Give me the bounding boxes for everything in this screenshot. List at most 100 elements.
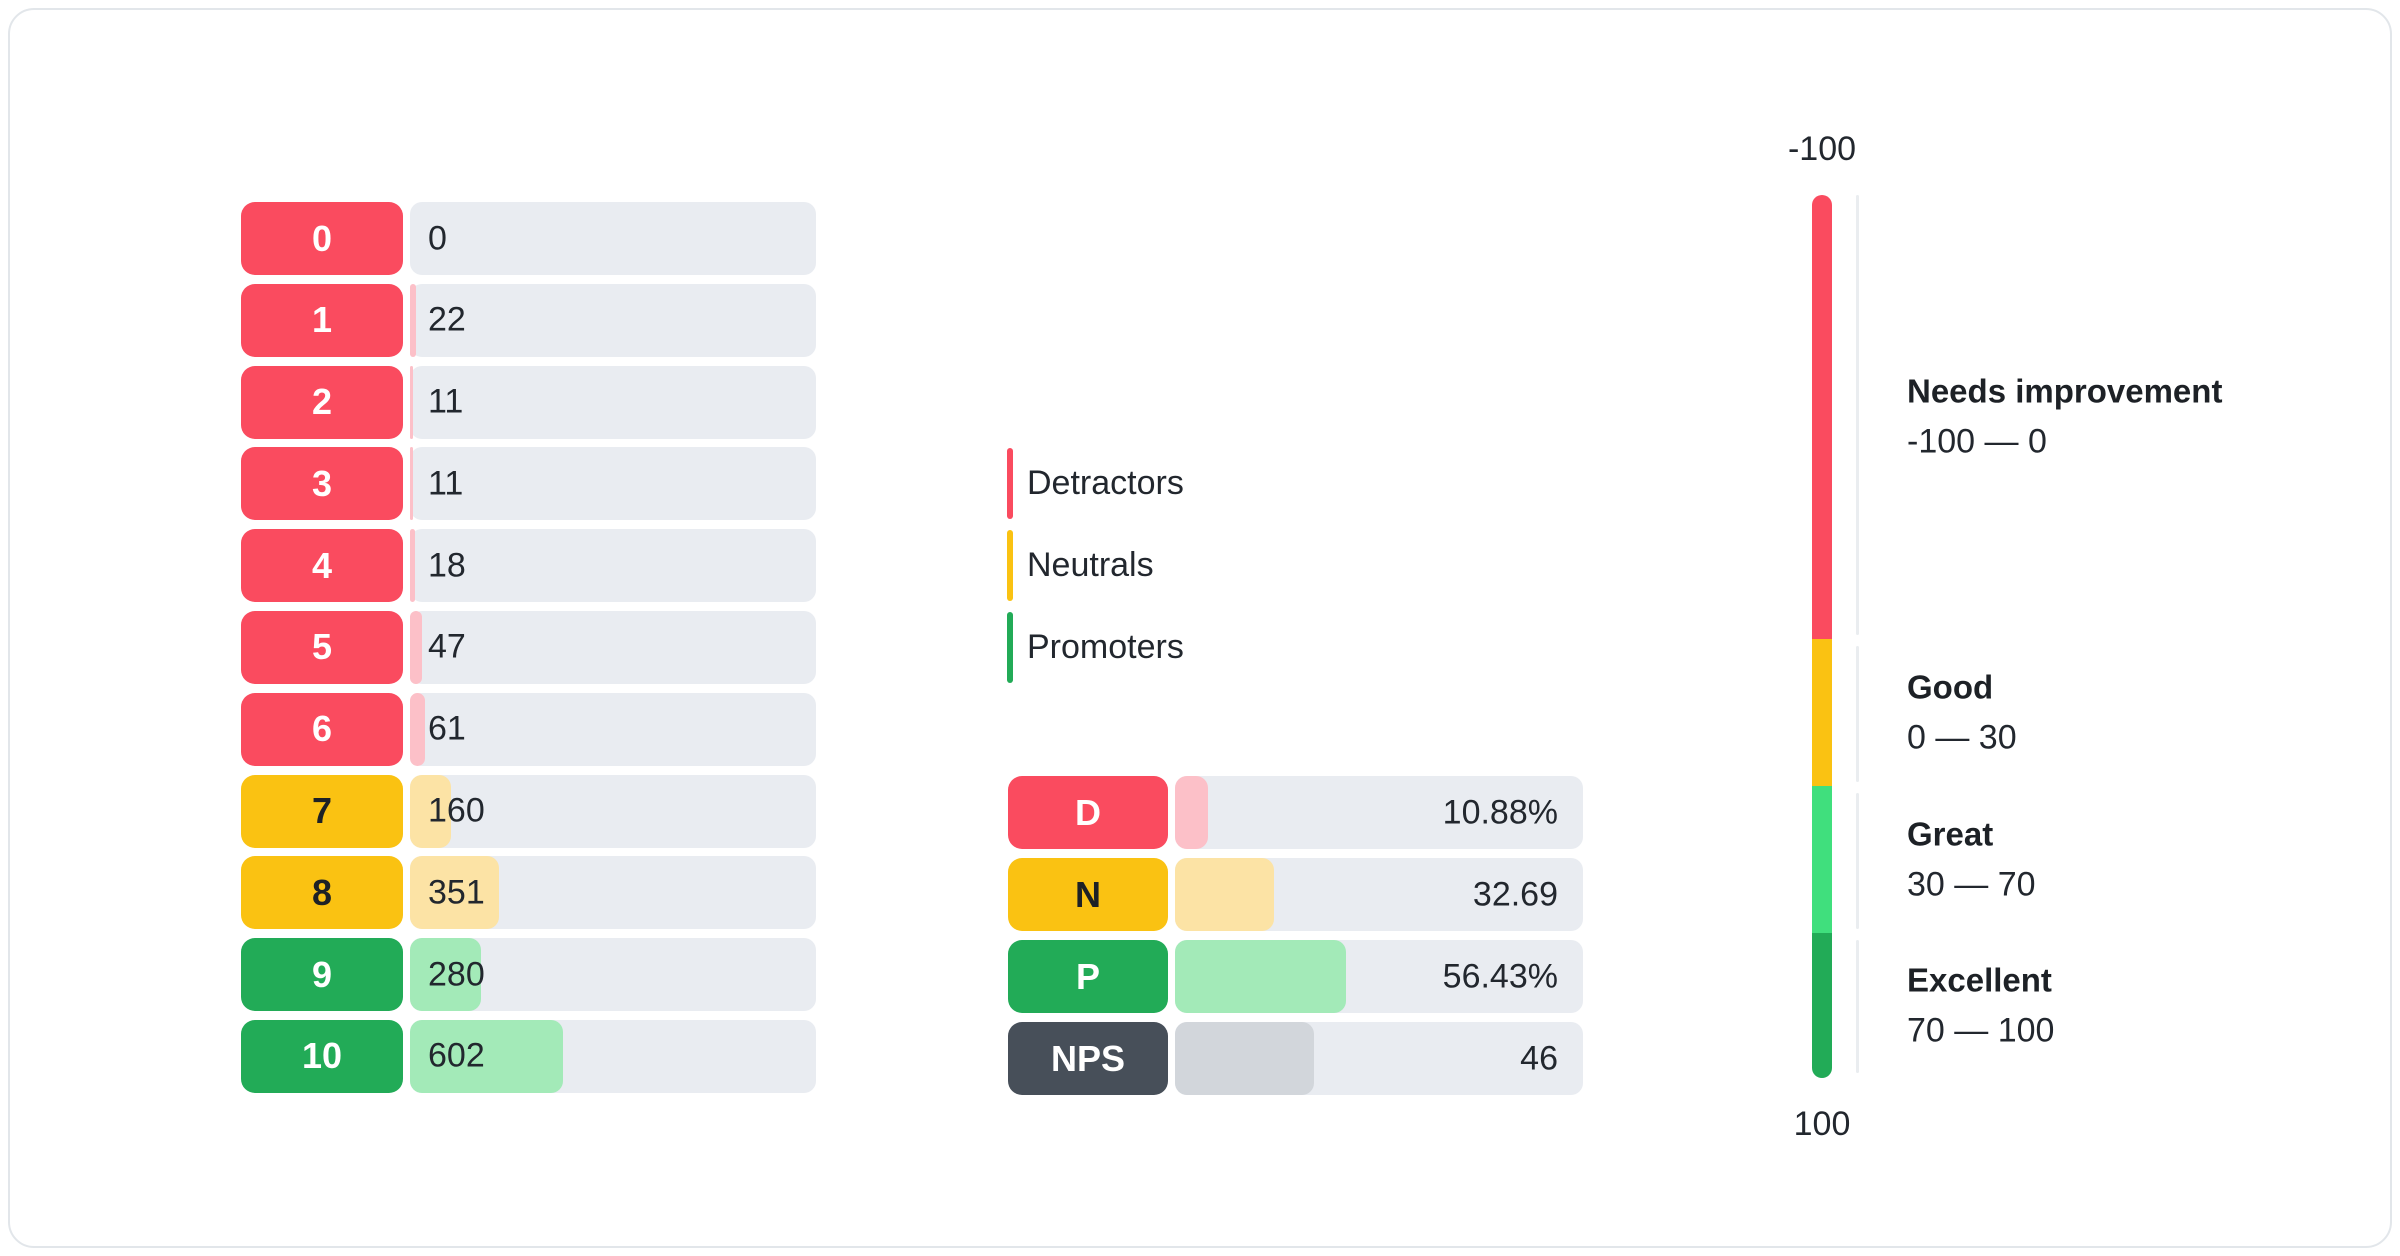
score-bar <box>410 283 416 357</box>
score-label-pill: 9 <box>241 938 403 1012</box>
gauge-segment <box>1812 786 1832 934</box>
gauge-range-values: 70 — 100 <box>1907 1011 2055 1050</box>
score-row: 9 280 <box>241 938 816 1012</box>
score-row: 2 11 <box>241 365 816 439</box>
summary-bar-track: 32.69 <box>1175 858 1583 931</box>
gauge-max-label: -100 <box>1787 130 1857 168</box>
gauge-axis-line-segment <box>1856 195 1859 636</box>
score-value: 0 <box>428 219 447 257</box>
score-row: 3 11 <box>241 447 816 521</box>
score-label-pill: 1 <box>241 283 403 357</box>
score-label-pill: 0 <box>241 202 403 275</box>
legend-color-tick-icon <box>1007 448 1013 519</box>
score-row: 1 22 <box>241 283 816 357</box>
score-value: 160 <box>428 791 485 830</box>
score-bar <box>410 365 413 439</box>
summary-value: 46 <box>1520 1039 1558 1077</box>
score-bar <box>410 692 426 766</box>
summary-bar <box>1175 1022 1315 1095</box>
legend-item[interactable]: Neutrals <box>1007 530 1184 601</box>
gauge-range-title: Good <box>1907 668 1994 706</box>
score-row: 0 0 <box>241 202 816 275</box>
nps-summary-chart: D 10.88% N 32.69 P 56.43% NPS 46 <box>1008 776 1583 1095</box>
gauge-axis-line-segment <box>1856 646 1859 783</box>
score-row: 7 160 <box>241 774 816 848</box>
score-value: 11 <box>428 382 464 421</box>
gauge-range-title: Excellent <box>1907 961 2052 999</box>
summary-row: N 32.69 <box>1008 858 1583 931</box>
score-bar-track: 160 <box>410 774 816 848</box>
score-label-pill: 5 <box>241 610 403 684</box>
summary-label-pill: NPS <box>1008 1022 1168 1095</box>
gauge-range-values: -100 — 0 <box>1907 422 2047 461</box>
score-row: 5 47 <box>241 610 816 684</box>
gauge-range-title: Needs improvement <box>1907 372 2223 410</box>
gauge-segment <box>1812 195 1832 640</box>
gauge-range-title: Great <box>1907 815 1994 853</box>
score-bar-track: 18 <box>410 529 816 603</box>
gauge-axis-line <box>1856 195 1859 1078</box>
score-bar <box>410 610 422 684</box>
summary-row: P 56.43% <box>1008 940 1583 1013</box>
legend-label: Promoters <box>1027 628 1184 666</box>
score-label-pill: 10 <box>241 1019 403 1093</box>
score-label-pill: 2 <box>241 365 403 439</box>
gauge-bar <box>1812 195 1832 1078</box>
gauge-range-label: Needs improvement -100 — 0 <box>1907 373 2222 462</box>
gauge-segment <box>1812 639 1832 787</box>
summary-label-pill: P <box>1008 940 1168 1013</box>
score-label-pill: 4 <box>241 529 403 603</box>
score-bar-track: 11 <box>410 365 816 439</box>
score-label-pill: 8 <box>241 856 403 930</box>
score-bar-track: 22 <box>410 283 816 357</box>
score-bar-track: 47 <box>410 610 816 684</box>
summary-bar-track: 56.43% <box>1175 940 1583 1013</box>
summary-row: NPS 46 <box>1008 1022 1583 1095</box>
score-label-pill: 6 <box>241 692 403 766</box>
score-bar <box>410 856 500 930</box>
gauge-range-values: 30 — 70 <box>1907 865 2036 904</box>
summary-value: 10.88% <box>1442 793 1558 831</box>
score-bar-track: 61 <box>410 692 816 766</box>
gauge-axis-line-segment <box>1856 940 1859 1073</box>
score-distribution-chart: 0 0 1 22 2 11 3 11 4 18 5 47 <box>241 202 816 1093</box>
score-label-pill: 7 <box>241 774 403 848</box>
score-bar-track: 11 <box>410 447 816 521</box>
gauge-range-label: Excellent 70 — 100 <box>1907 961 2054 1050</box>
summary-label-pill: N <box>1008 858 1168 931</box>
score-row: 6 61 <box>241 692 816 766</box>
summary-bar <box>1175 858 1274 931</box>
score-bar <box>410 529 415 603</box>
summary-row: D 10.88% <box>1008 776 1583 849</box>
score-value: 351 <box>428 873 485 912</box>
legend-item[interactable]: Detractors <box>1007 448 1184 519</box>
score-bar-track: 0 <box>410 202 816 275</box>
score-bar-track: 280 <box>410 938 816 1012</box>
score-bar <box>410 938 482 1012</box>
gauge-range-label: Great 30 — 70 <box>1907 815 2036 904</box>
gauge-range-label: Good 0 — 30 <box>1907 668 2017 757</box>
score-bar <box>410 1019 563 1093</box>
score-row: 4 18 <box>241 529 816 603</box>
legend-item[interactable]: Promoters <box>1007 612 1184 683</box>
summary-bar <box>1175 940 1346 1013</box>
gauge-range-values: 0 — 30 <box>1907 718 2017 757</box>
legend-label: Detractors <box>1027 464 1184 502</box>
gauge-axis-line-segment <box>1856 793 1859 930</box>
score-value: 61 <box>428 709 466 748</box>
summary-bar <box>1175 776 1208 849</box>
legend-label: Neutrals <box>1027 546 1154 584</box>
gauge-segment <box>1812 933 1832 1078</box>
score-bar-track: 351 <box>410 856 816 930</box>
score-label-pill: 3 <box>241 447 403 521</box>
summary-bar-track: 10.88% <box>1175 776 1583 849</box>
summary-value: 56.43% <box>1442 957 1558 995</box>
dashboard-card: 0 0 1 22 2 11 3 11 4 18 5 47 <box>8 8 2392 1248</box>
summary-bar-track: 46 <box>1175 1022 1583 1095</box>
summary-label-pill: D <box>1008 776 1168 849</box>
chart-legend: Detractors Neutrals Promoters <box>1007 448 1184 694</box>
summary-value: 32.69 <box>1472 875 1558 913</box>
score-value: 18 <box>428 546 466 585</box>
score-bar-track: 602 <box>410 1019 816 1093</box>
